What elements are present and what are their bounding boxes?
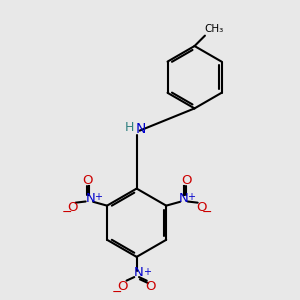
Text: N: N — [134, 266, 143, 279]
Text: −: − — [201, 206, 212, 219]
Text: CH₃: CH₃ — [204, 24, 224, 34]
Text: O: O — [145, 280, 155, 293]
Text: N: N — [178, 192, 188, 205]
Text: O: O — [67, 201, 77, 214]
Text: −: − — [61, 206, 72, 219]
Text: N: N — [85, 192, 95, 205]
Text: +: + — [187, 192, 195, 202]
Text: O: O — [196, 201, 206, 214]
Text: −: − — [112, 286, 122, 299]
Text: N: N — [136, 122, 146, 136]
Text: O: O — [181, 174, 191, 187]
Text: O: O — [82, 174, 92, 187]
Text: O: O — [118, 280, 128, 293]
Text: H: H — [125, 121, 134, 134]
Text: +: + — [94, 192, 102, 202]
Text: +: + — [143, 267, 151, 277]
